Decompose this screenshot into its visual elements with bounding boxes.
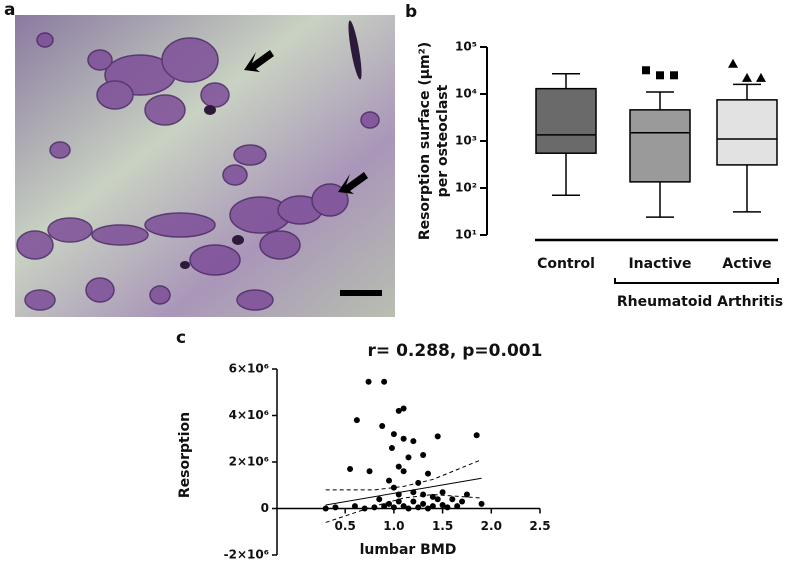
point	[400, 468, 407, 475]
y-axis-label: Resorption surface (µm²)	[417, 42, 433, 240]
point	[376, 496, 383, 503]
outlier	[756, 72, 766, 82]
point	[395, 463, 402, 470]
point	[410, 498, 417, 505]
point	[400, 435, 407, 442]
point	[395, 498, 402, 505]
outlier	[670, 71, 678, 80]
y-axis-label: Resorption	[177, 412, 193, 498]
point	[439, 502, 446, 509]
x-tick-label: Inactive	[628, 256, 691, 272]
point	[379, 422, 386, 429]
point	[400, 503, 407, 510]
x-tick-label: 1.0	[383, 519, 404, 533]
outlier	[656, 71, 664, 80]
micrograph	[15, 15, 395, 317]
point	[424, 470, 431, 477]
point	[429, 493, 436, 500]
point	[429, 503, 436, 510]
x-tick-label: Control	[537, 256, 595, 272]
point	[351, 503, 358, 510]
point	[395, 407, 402, 414]
y-tick-label: 2×10⁶	[229, 455, 269, 469]
y-axis-label: per osteoclast	[435, 84, 451, 197]
point	[381, 503, 388, 510]
group-bracket	[614, 278, 779, 284]
point	[444, 504, 451, 511]
point	[381, 378, 388, 385]
point	[390, 431, 397, 438]
point	[439, 489, 446, 496]
point	[463, 491, 470, 498]
point	[434, 433, 441, 440]
point	[473, 432, 480, 439]
y-tick-label: 10⁵	[455, 40, 477, 54]
point	[420, 491, 427, 498]
point	[332, 504, 339, 511]
point	[386, 477, 393, 484]
y-tick-label: 10⁴	[455, 87, 477, 101]
point	[449, 496, 456, 503]
fit-line	[325, 477, 482, 506]
y-tick-label: 4×10⁶	[229, 408, 269, 422]
point	[410, 438, 417, 445]
y-tick-label: 10²	[455, 181, 477, 195]
x-tick-label: 0.5	[335, 519, 356, 533]
box	[629, 109, 691, 183]
point	[361, 505, 368, 512]
point	[366, 468, 373, 475]
box	[535, 87, 597, 154]
point	[405, 505, 412, 512]
point	[390, 504, 397, 511]
point	[347, 465, 354, 472]
panel-label: c	[176, 328, 186, 348]
point	[420, 452, 427, 459]
group-label: Rheumatoid Arthritis	[617, 294, 783, 310]
outlier	[642, 66, 650, 75]
outlier	[728, 58, 738, 68]
x-tick-label: 1.5	[432, 519, 453, 533]
point	[390, 484, 397, 491]
y-tick-label: -2×10⁶	[224, 548, 269, 562]
point	[353, 417, 360, 424]
y-tick-label: 10³	[455, 134, 477, 148]
point	[454, 503, 461, 510]
panel-label: a	[4, 0, 15, 20]
outlier	[742, 72, 752, 82]
point	[424, 505, 431, 512]
x-tick-label: 2.5	[529, 519, 550, 533]
point	[415, 504, 422, 511]
point	[434, 496, 441, 503]
point	[322, 505, 329, 512]
point	[459, 498, 466, 505]
chart-title: r= 0.288, p=0.001	[368, 341, 543, 361]
point	[371, 504, 378, 511]
point	[420, 500, 427, 507]
point	[405, 454, 412, 461]
x-tick-label: 2.0	[481, 519, 502, 533]
point	[478, 500, 485, 507]
x-axis-label: lumbar BMD	[360, 542, 457, 558]
y-tick-label: 0	[261, 501, 269, 515]
fit-line	[325, 459, 482, 491]
y-tick-label: 10¹	[455, 228, 477, 242]
y-tick-label: 6×10⁶	[229, 362, 269, 376]
x-tick-label: Active	[722, 256, 771, 272]
point	[400, 405, 407, 412]
point	[388, 445, 395, 452]
fit-line	[325, 494, 482, 523]
point	[365, 378, 372, 385]
box	[716, 99, 778, 166]
panel-label: b	[405, 2, 417, 22]
